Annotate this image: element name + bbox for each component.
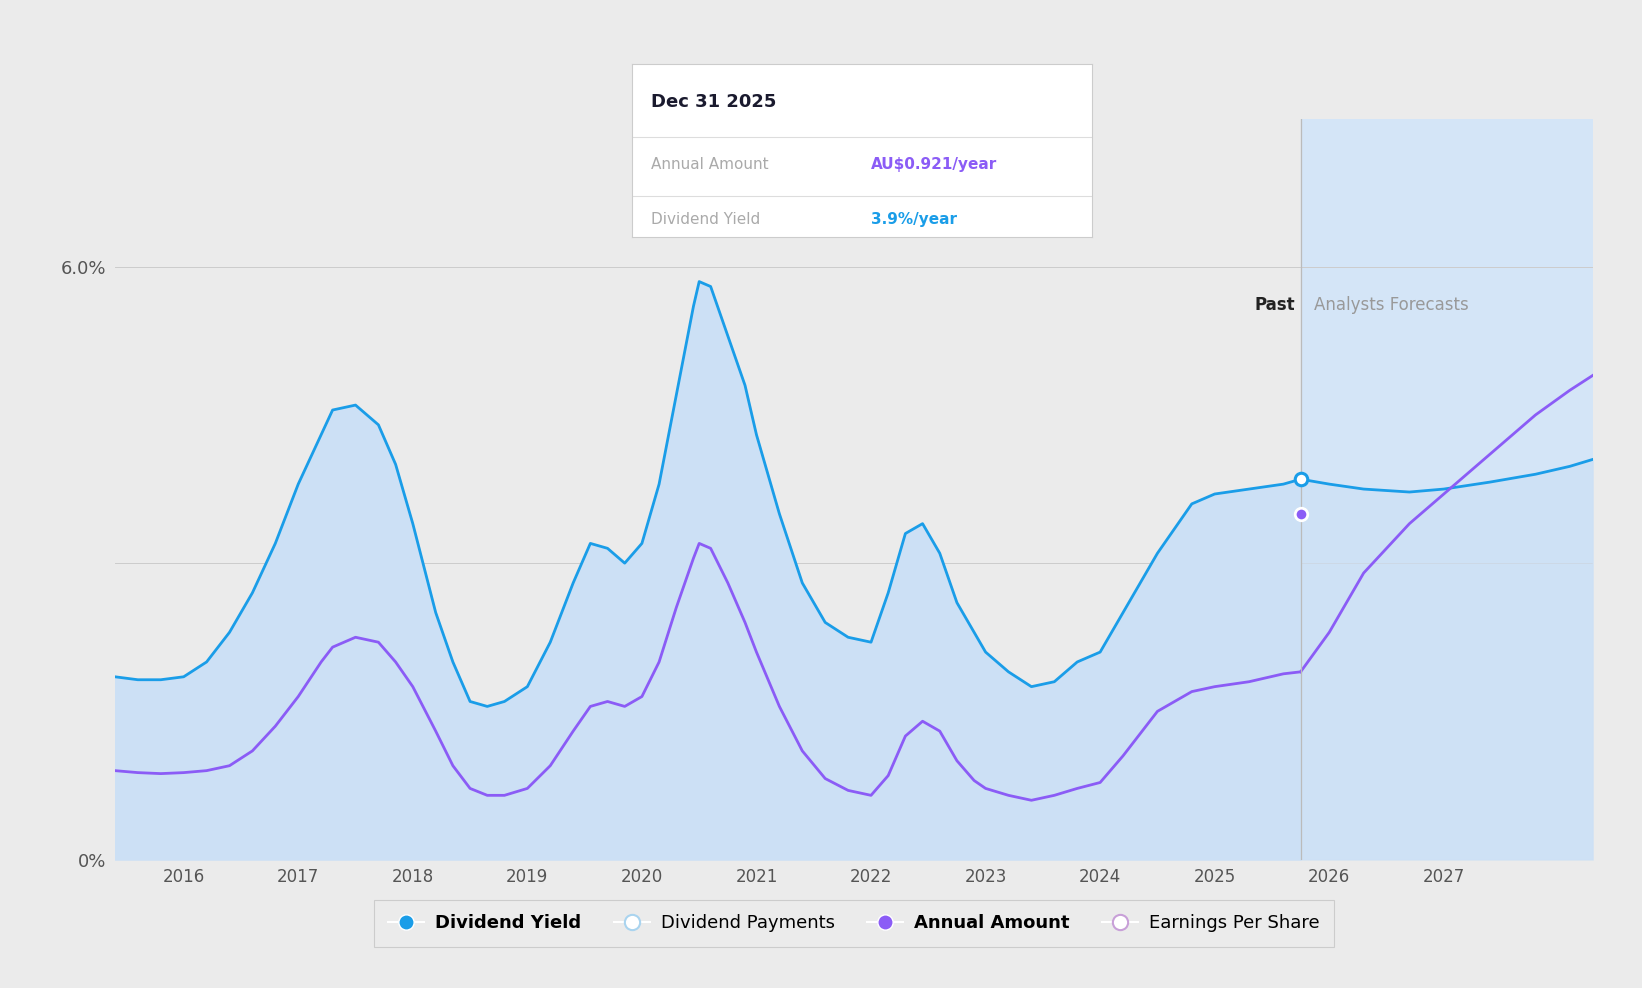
- Text: Dividend Yield: Dividend Yield: [650, 212, 760, 227]
- Legend: Dividend Yield, Dividend Payments, Annual Amount, Earnings Per Share: Dividend Yield, Dividend Payments, Annua…: [374, 900, 1333, 947]
- Text: Dec 31 2025: Dec 31 2025: [650, 93, 777, 112]
- Text: AU$0.921/year: AU$0.921/year: [872, 157, 997, 172]
- Text: Analysts Forecasts: Analysts Forecasts: [1314, 296, 1470, 314]
- Text: Annual Amount: Annual Amount: [650, 157, 768, 172]
- Text: 3.9%/year: 3.9%/year: [872, 212, 957, 227]
- Bar: [1300, 119, 1593, 860]
- Text: Past: Past: [1254, 296, 1296, 314]
